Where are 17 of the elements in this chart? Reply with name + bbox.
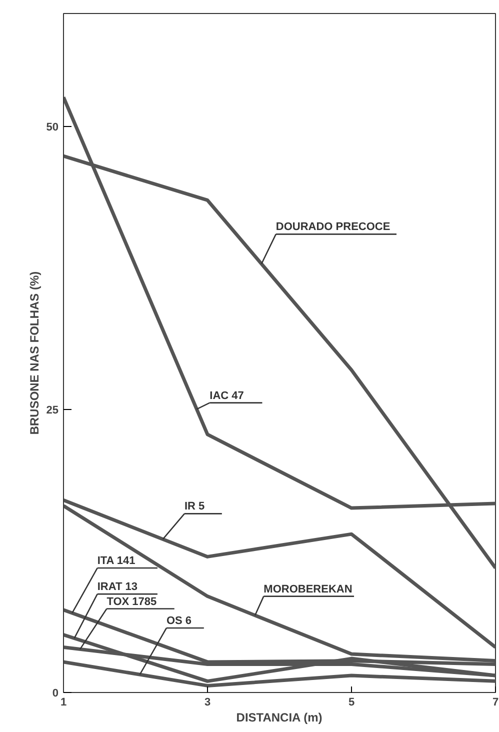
text: IRAT 13 <box>97 581 138 594</box>
x-axis-title: DISTANCIA (m) <box>236 710 322 724</box>
y-tick-label: 0 <box>52 688 59 700</box>
text: ITA 141 <box>97 555 136 568</box>
x-tick-label: 5 <box>348 696 355 708</box>
x-tick-label: 7 <box>492 696 499 708</box>
x-tick-label: 3 <box>204 696 211 708</box>
series-label: IAC 47 <box>210 390 244 402</box>
text: IR 5 <box>184 500 205 513</box>
y-tick-label: 25 <box>46 404 59 417</box>
text: TOX 1785 <box>106 596 157 608</box>
x-tick-label: 1 <box>60 696 67 708</box>
text: OS 6 <box>166 614 192 627</box>
y-axis-title: BRUSONE NAS FOLHAS (%) <box>27 271 42 435</box>
text: DOURADO PRECOCE <box>276 221 390 234</box>
y-tick-label: 50 <box>46 122 59 134</box>
series-label: MOROBEREKAN <box>264 583 352 596</box>
